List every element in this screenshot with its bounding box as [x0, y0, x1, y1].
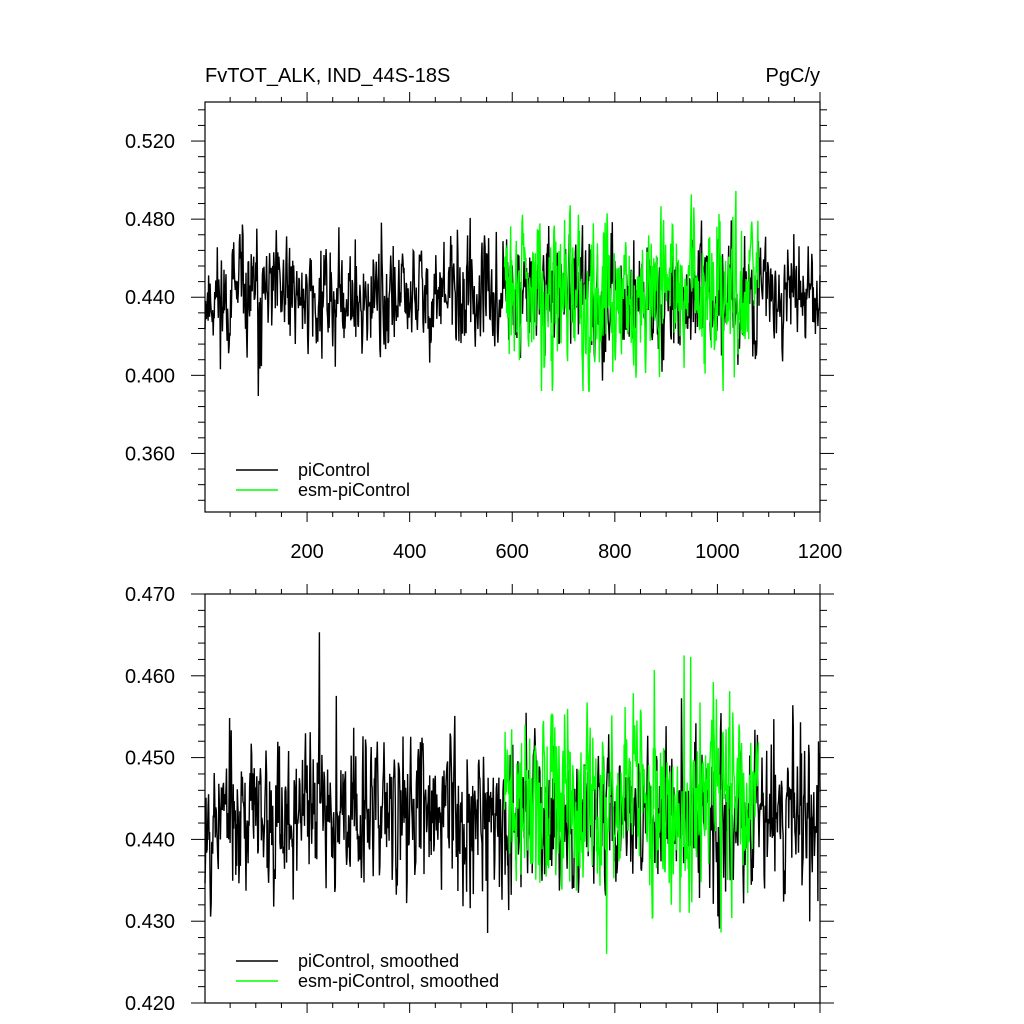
- x-tick-label: 1000: [695, 541, 740, 563]
- y-tick-label: 0.450: [125, 748, 175, 770]
- top-panel: 200 400 600 800 1000 1200 0.360 0.400 0.440 0.480…: [125, 92, 842, 563]
- legend-label: esm-piControl: [298, 480, 410, 500]
- chart-units: PgC/y: [766, 65, 820, 87]
- y-tick-label: 0.400: [125, 365, 175, 387]
- legend-label: esm-piControl, smoothed: [298, 971, 499, 991]
- y-tick-label: 0.360: [125, 443, 175, 465]
- chart-title: FvTOT_ALK, IND_44S-18S: [205, 65, 450, 87]
- series-line-esm-picontrol: [503, 655, 760, 954]
- y-tick-label: 0.520: [125, 131, 175, 153]
- legend-label: piControl, smoothed: [298, 951, 459, 971]
- x-tick-label: 800: [598, 541, 631, 563]
- y-tick-label: 0.420: [125, 993, 175, 1015]
- y-tick-label: 0.480: [125, 209, 175, 231]
- x-tick-label: 200: [290, 541, 323, 563]
- y-tick-label: 0.470: [125, 584, 175, 606]
- x-tick-label: 400: [393, 541, 426, 563]
- series-line-esm-picontrol: [503, 190, 760, 392]
- y-tick-label: 0.460: [125, 666, 175, 688]
- x-tick-label: 600: [496, 541, 529, 563]
- x-tick-label: 1200: [798, 541, 843, 563]
- legend-label: piControl: [298, 460, 370, 480]
- bottom-panel: 0.420 0.430 0.440 0.450 0.460 0.470 piControl,…: [125, 584, 834, 1015]
- y-tick-label: 0.430: [125, 911, 175, 933]
- y-tick-label: 0.440: [125, 287, 175, 309]
- y-tick-label: 0.440: [125, 829, 175, 851]
